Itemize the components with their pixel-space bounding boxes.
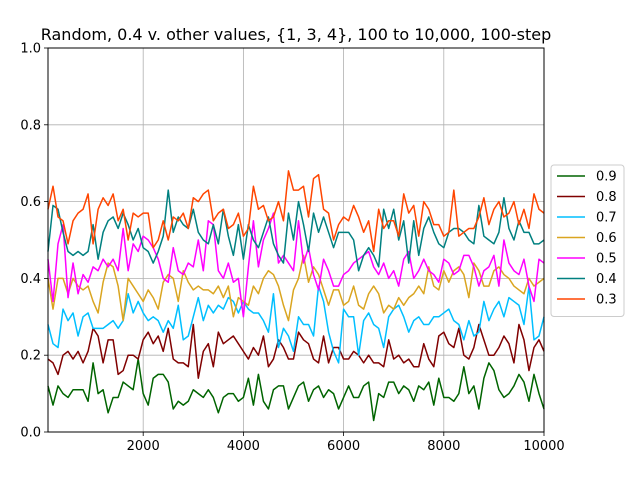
series-line-0-4 (47, 189, 545, 272)
y-tick-label: 0.2 (20, 349, 41, 364)
x-tick-label: 10000 (523, 439, 564, 454)
series-line-0-8 (47, 323, 545, 379)
series-lines (47, 170, 545, 422)
x-tick-label: 6000 (327, 439, 360, 454)
y-tick-label: 1.0 (20, 42, 41, 57)
y-tick-label: 0.0 (20, 426, 41, 441)
legend-label: 0.7 (596, 211, 617, 226)
legend-label: 0.6 (596, 231, 617, 246)
legend-label: 0.8 (596, 190, 617, 205)
legend: 0.9 0.8 0.7 0.6 0.5 0.4 0.3 (550, 164, 625, 317)
series-line-0-6 (47, 254, 545, 322)
plot-frame (47, 47, 545, 433)
x-tick-label: 8000 (427, 439, 460, 454)
y-tick-label: 0.6 (20, 195, 41, 210)
x-tick-label: 4000 (227, 439, 260, 454)
series-line-0-7 (47, 285, 545, 364)
series-line-0-3 (47, 170, 545, 253)
series-line-0-5 (47, 212, 545, 318)
series-line-0-9 (47, 358, 545, 422)
legend-label: 0.4 (596, 272, 617, 287)
x-tick-label: 2000 (127, 439, 160, 454)
y-tick-label: 0.8 (20, 118, 41, 133)
axis-ticks: 2000 4000 6000 8000 10000 0.0 0.2 0.4 0.6 0.8 1.0 (20, 42, 564, 455)
y-tick-label: 0.4 (20, 272, 41, 287)
chart-title: Random, 0.4 v. other values, {1, 3, 4}, … (41, 25, 552, 44)
legend-label: 0.5 (596, 252, 617, 267)
legend-label: 0.9 (596, 170, 617, 185)
legend-label: 0.3 (596, 293, 617, 308)
